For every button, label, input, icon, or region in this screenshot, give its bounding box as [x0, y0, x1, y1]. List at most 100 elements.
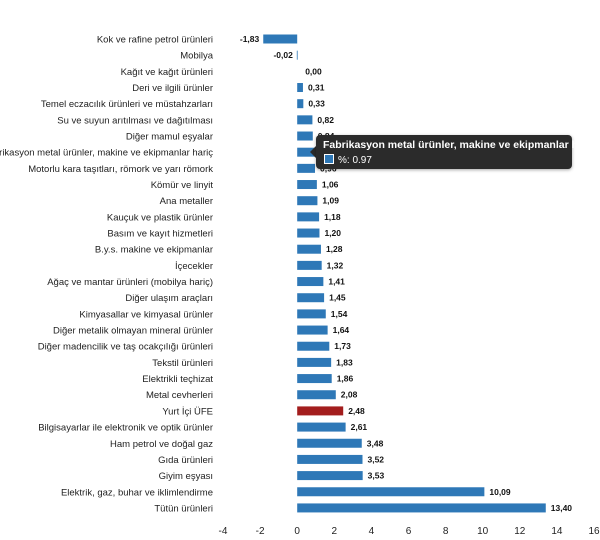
bar[interactable]	[297, 487, 485, 497]
x-tick-label: 2	[332, 526, 338, 537]
x-tick-label: 14	[551, 526, 563, 537]
category-label: Bilgisayarlar ile elektronik ve optik ür…	[38, 423, 213, 434]
bar[interactable]	[297, 374, 332, 384]
bar[interactable]	[297, 196, 318, 206]
category-labels: Kok ve rafine petrol ürünleri Mobilya Kağı…	[0, 35, 214, 515]
value-label: 0,31	[308, 83, 325, 93]
category-label: Kömür ve linyit	[151, 180, 214, 191]
value-label: 10,09	[489, 487, 511, 497]
tooltip-pointer	[310, 146, 316, 158]
bar[interactable]	[297, 260, 322, 270]
category-label: Elektrik, gaz, buhar ve iklimlendirme	[61, 487, 213, 498]
category-label: Diğer madencilik ve taş ocakçılığı ürünl…	[38, 342, 213, 353]
bar[interactable]	[297, 180, 317, 190]
bar[interactable]	[297, 293, 325, 303]
value-label: 0,33	[308, 99, 325, 109]
value-label: 1,54	[331, 309, 348, 319]
category-label: Motorlu kara taşıtları, römork ve yarı r…	[28, 164, 213, 175]
category-label: Ana metaller	[160, 196, 213, 207]
category-label: Kauçuk ve plastik ürünler	[107, 212, 213, 223]
x-tick-label: 6	[406, 526, 412, 537]
bar[interactable]	[296, 50, 298, 60]
category-label: Deri ve ilgili ürünler	[132, 83, 213, 94]
x-tick-label: -4	[219, 526, 228, 537]
bar[interactable]	[297, 163, 316, 173]
bar[interactable]	[297, 277, 324, 287]
value-label: 1,73	[334, 341, 351, 351]
bar[interactable]	[263, 34, 298, 44]
bar[interactable]	[297, 228, 320, 238]
category-label: Gıda ürünleri	[158, 455, 213, 466]
tooltip-title: Fabrikasyon metal ürünler, makine ve eki…	[323, 139, 597, 151]
category-label: Mobilya	[180, 51, 213, 62]
x-axis: -4 -2 0 2 4 6 8 10 12 14 16	[219, 526, 600, 537]
category-label: Kimyasallar ve kimyasal ürünler	[79, 309, 213, 320]
category-label: Basım ve kayıt hizmetleri	[107, 229, 213, 240]
category-label: Kok ve rafine petrol ürünleri	[97, 35, 213, 46]
category-label: Diğer mamul eşyalar	[126, 132, 213, 143]
category-label: Diğer ulaşım araçları	[125, 293, 213, 304]
x-tick-label: 16	[588, 526, 600, 537]
category-label: Su ve suyun arıtılması ve dağıtılması	[57, 115, 213, 126]
category-label: Elektrikli teçhizat	[142, 374, 213, 385]
x-tick-label: 8	[443, 526, 449, 537]
value-labels: -1,83-0,020,000,310,330,820,840,970,961,…	[240, 34, 572, 513]
bar[interactable]	[297, 406, 344, 416]
bar[interactable]	[297, 115, 313, 125]
value-label: -0,02	[273, 50, 293, 60]
value-label: 1,06	[322, 180, 339, 190]
value-label: 2,48	[348, 406, 365, 416]
value-label: 2,61	[351, 422, 368, 432]
category-label: B.y.s. makine ve ekipmanlar	[95, 245, 213, 256]
value-label: 13,40	[551, 503, 573, 513]
bar[interactable]	[297, 83, 303, 93]
bar[interactable]	[297, 390, 336, 400]
bar[interactable]	[297, 212, 320, 222]
value-label: 1,64	[333, 325, 350, 335]
bar[interactable]	[297, 357, 332, 367]
value-label: 1,28	[326, 244, 343, 254]
value-label: 1,32	[327, 260, 344, 270]
bar[interactable]	[297, 438, 362, 448]
bar[interactable]	[297, 325, 328, 335]
bar[interactable]	[297, 503, 546, 513]
value-label: 1,45	[329, 293, 346, 303]
bar[interactable]	[297, 341, 330, 351]
x-tick-label: 0	[294, 526, 300, 537]
bar[interactable]	[297, 99, 304, 109]
category-label: Kağıt ve kağıt ürünleri	[121, 67, 213, 78]
value-label: 1,41	[328, 277, 345, 287]
bar[interactable]	[297, 131, 313, 141]
tooltip-value: %: 0.97	[338, 155, 372, 166]
value-label: 3,48	[367, 438, 384, 448]
value-label: 2,08	[341, 390, 358, 400]
bar[interactable]	[297, 147, 316, 157]
x-tick-label: 12	[514, 526, 526, 537]
x-tick-label: 4	[369, 526, 375, 537]
x-tick-label: 10	[477, 526, 489, 537]
value-label: -1,83	[240, 34, 260, 44]
category-label: Temel eczacılık ürünleri ve müstahzarlar…	[41, 99, 213, 110]
value-label: 1,09	[322, 196, 339, 206]
tooltip-series-swatch	[324, 154, 334, 164]
value-label: 1,18	[324, 212, 341, 222]
bar[interactable]	[297, 244, 321, 254]
tooltip-value-row: %: 0.97	[324, 154, 372, 166]
bar[interactable]	[297, 471, 363, 481]
category-label: Fabrikasyon metal ürünler, makine ve eki…	[0, 148, 213, 159]
value-label: 1,86	[337, 374, 354, 384]
value-label: 1,20	[324, 228, 341, 238]
bar[interactable]	[297, 422, 346, 432]
value-label: 3,53	[368, 471, 385, 481]
bars	[263, 34, 546, 513]
category-label: Tekstil ürünleri	[152, 358, 213, 369]
value-label: 0,82	[317, 115, 334, 125]
value-label: 3,52	[367, 454, 384, 464]
value-label: 0,00	[305, 66, 322, 76]
x-tick-label: -2	[256, 526, 265, 537]
category-label: Ağaç ve mantar ürünleri (mobilya hariç)	[47, 277, 213, 288]
category-label: Diğer metalik olmayan mineral ürünler	[53, 326, 213, 337]
bar[interactable]	[297, 454, 363, 464]
bar[interactable]	[297, 309, 326, 319]
